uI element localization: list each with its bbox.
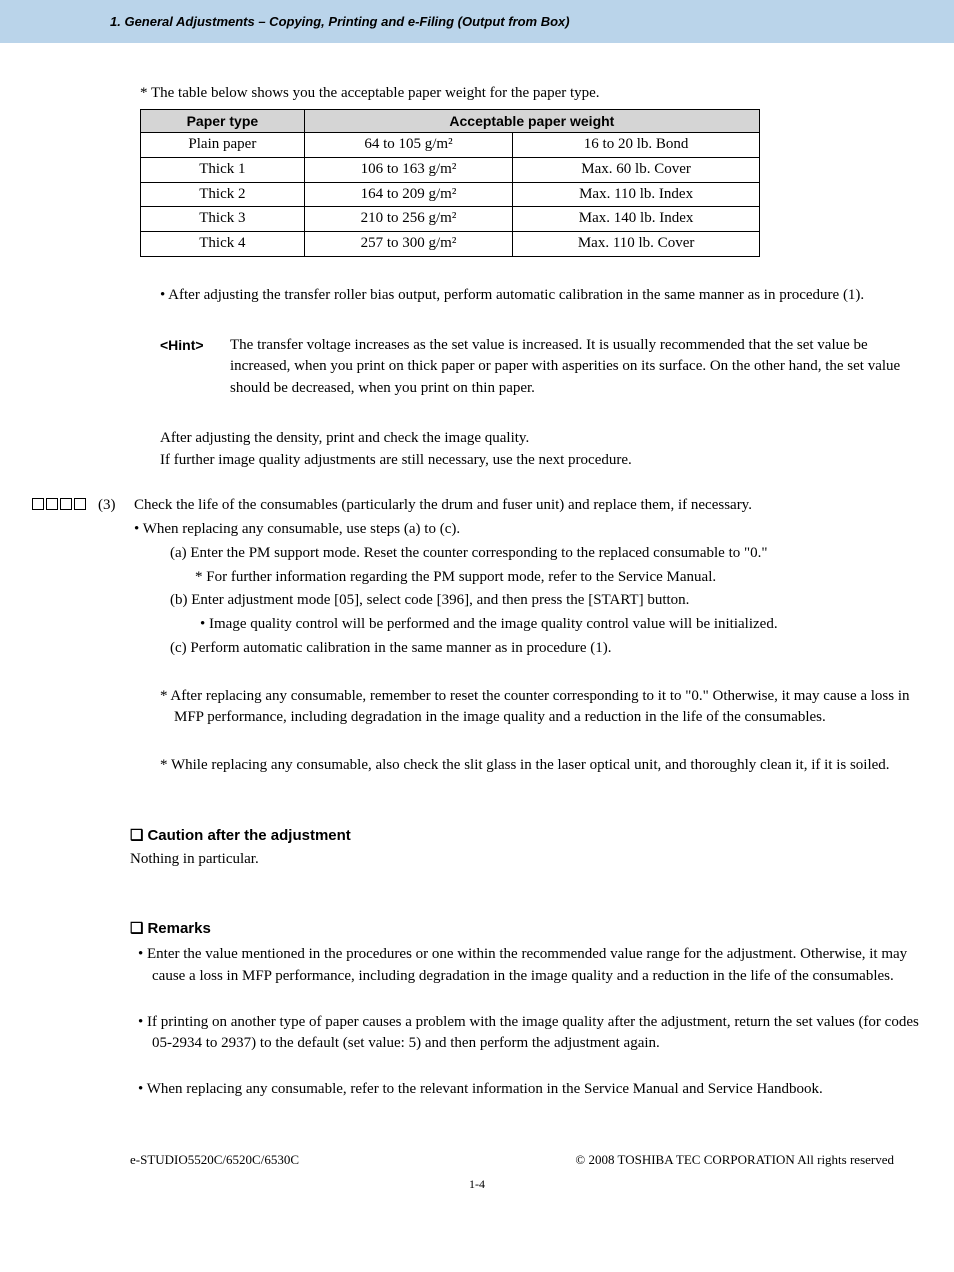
caution-body: Nothing in particular. bbox=[130, 849, 924, 871]
cell-gsm: 64 to 105 g/m² bbox=[304, 133, 512, 158]
step3-title: Check the life of the consumables (parti… bbox=[134, 495, 914, 517]
margin-icons bbox=[30, 495, 90, 510]
remark-3: • When replacing any consumable, refer t… bbox=[130, 1079, 924, 1101]
caution-heading-text: Caution after the adjustment bbox=[147, 827, 350, 844]
cell-gsm: 164 to 209 g/m² bbox=[304, 182, 512, 207]
cell-gsm: 257 to 300 g/m² bbox=[304, 232, 512, 257]
square-bullet-icon: ❑ bbox=[130, 827, 143, 844]
square-icon bbox=[60, 498, 72, 510]
col-paper-type: Paper type bbox=[141, 109, 305, 132]
remark-2: • If printing on another type of paper c… bbox=[130, 1012, 924, 1056]
chapter-header: 1. General Adjustments – Copying, Printi… bbox=[0, 0, 954, 43]
square-icon bbox=[32, 498, 44, 510]
cell-lb: 16 to 20 lb. Bond bbox=[513, 133, 760, 158]
step-body: Check the life of the consumables (parti… bbox=[134, 495, 924, 659]
table-row: Thick 2 164 to 209 g/m² Max. 110 lb. Ind… bbox=[141, 182, 760, 207]
table-row: Thick 1 106 to 163 g/m² Max. 60 lb. Cove… bbox=[141, 157, 760, 182]
hint-block: <Hint> The transfer voltage increases as… bbox=[160, 335, 924, 400]
step3-c: (c) Perform automatic calibration in the… bbox=[134, 638, 914, 660]
step-number: (3) bbox=[98, 495, 134, 517]
step3-a-star: * For further information regarding the … bbox=[134, 567, 914, 589]
table-row: Thick 3 210 to 256 g/m² Max. 140 lb. Ind… bbox=[141, 207, 760, 232]
page-number: 1-4 bbox=[30, 1176, 924, 1193]
step3-a: (a) Enter the PM support mode. Reset the… bbox=[134, 543, 914, 565]
remarks-heading: ❑Remarks bbox=[130, 918, 924, 940]
after-transfer-note: • After adjusting the transfer roller bi… bbox=[160, 285, 924, 307]
square-icon bbox=[46, 498, 58, 510]
after-density-l2: If further image quality adjustments are… bbox=[160, 450, 924, 472]
square-bullet-icon: ❑ bbox=[130, 920, 143, 937]
cell-type: Thick 2 bbox=[141, 182, 305, 207]
cell-type: Thick 3 bbox=[141, 207, 305, 232]
cell-lb: Max. 60 lb. Cover bbox=[513, 157, 760, 182]
col-acceptable: Acceptable paper weight bbox=[304, 109, 759, 132]
cell-lb: Max. 110 lb. Index bbox=[513, 182, 760, 207]
page-footer: e-STUDIO5520C/6520C/6530C © 2008 TOSHIBA… bbox=[30, 1151, 924, 1170]
cell-gsm: 106 to 163 g/m² bbox=[304, 157, 512, 182]
footer-left: e-STUDIO5520C/6520C/6530C bbox=[130, 1151, 299, 1170]
star-note-1: * After replacing any consumable, rememb… bbox=[160, 686, 924, 730]
table-row: Thick 4 257 to 300 g/m² Max. 110 lb. Cov… bbox=[141, 232, 760, 257]
cell-type: Thick 1 bbox=[141, 157, 305, 182]
paper-weight-table: Paper type Acceptable paper weight Plain… bbox=[140, 109, 760, 257]
step3-b: (b) Enter adjustment mode [05], select c… bbox=[134, 590, 914, 612]
cell-type: Plain paper bbox=[141, 133, 305, 158]
cell-gsm: 210 to 256 g/m² bbox=[304, 207, 512, 232]
page-body: * The table below shows you the acceptab… bbox=[0, 43, 954, 1233]
table-intro: * The table below shows you the acceptab… bbox=[140, 83, 924, 105]
step-3: (3) Check the life of the consumables (p… bbox=[30, 495, 924, 659]
caution-heading: ❑Caution after the adjustment bbox=[130, 825, 924, 847]
breadcrumb: 1. General Adjustments – Copying, Printi… bbox=[110, 14, 570, 29]
cell-type: Thick 4 bbox=[141, 232, 305, 257]
hint-label: <Hint> bbox=[160, 335, 230, 400]
remark-1: • Enter the value mentioned in the proce… bbox=[130, 944, 924, 988]
step3-b-dot: • Image quality control will be performe… bbox=[134, 614, 914, 636]
square-icon bbox=[74, 498, 86, 510]
footer-right: © 2008 TOSHIBA TEC CORPORATION All right… bbox=[575, 1151, 894, 1170]
step3-b1: • When replacing any consumable, use ste… bbox=[134, 519, 914, 541]
after-density-block: After adjusting the density, print and c… bbox=[160, 428, 924, 472]
cell-lb: Max. 110 lb. Cover bbox=[513, 232, 760, 257]
cell-lb: Max. 140 lb. Index bbox=[513, 207, 760, 232]
table-header-row: Paper type Acceptable paper weight bbox=[141, 109, 760, 132]
remarks-heading-text: Remarks bbox=[147, 920, 210, 937]
star-note-2: * While replacing any consumable, also c… bbox=[160, 755, 924, 777]
table-row: Plain paper 64 to 105 g/m² 16 to 20 lb. … bbox=[141, 133, 760, 158]
hint-body: The transfer voltage increases as the se… bbox=[230, 335, 924, 400]
after-density-l1: After adjusting the density, print and c… bbox=[160, 428, 924, 450]
